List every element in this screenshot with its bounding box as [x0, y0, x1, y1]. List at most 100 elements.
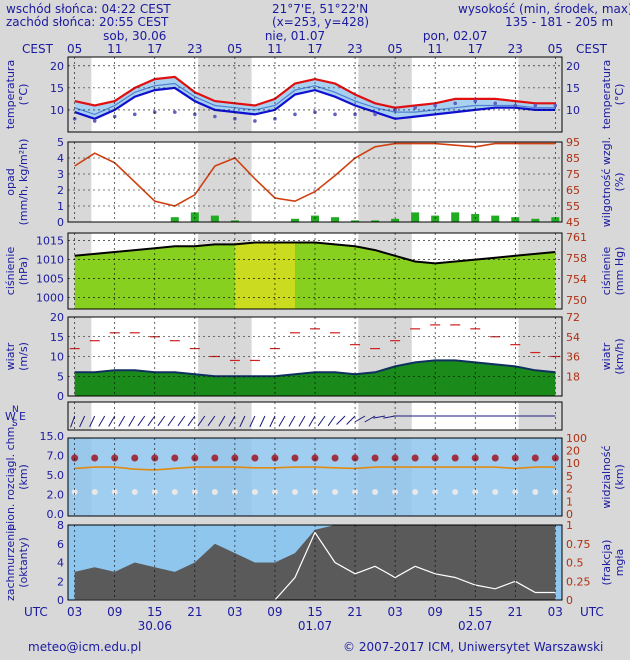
night-band [68, 57, 92, 132]
date-top-label: sob, 30.06 [103, 29, 166, 43]
precipitation-bar [331, 217, 340, 222]
compass-s: S [12, 419, 18, 429]
panel-border [67, 232, 563, 310]
precip-tick: 4 [57, 152, 64, 165]
cloud-top-dot [452, 489, 459, 495]
cloud-top-dot [392, 489, 399, 495]
humidity-tick: 65 [566, 184, 580, 197]
wind-direction-arrow [98, 415, 106, 427]
wind-direction-arrow [167, 415, 176, 427]
humidity-tick: 75 [566, 168, 580, 181]
wind-tick-right: 54 [566, 331, 580, 344]
hour-bottom-tick: 03 [67, 605, 82, 619]
cloud-top-dot [432, 489, 439, 495]
cloud-base-dot [251, 454, 259, 462]
cloud-depth-tick: 15.0 [40, 430, 65, 443]
night-band [358, 57, 412, 132]
pressure-tick-left: 1015 [36, 235, 64, 248]
wind-tick-left: 10 [50, 351, 64, 364]
cloud-base-dot [171, 454, 179, 462]
cloud-top-dot [171, 489, 178, 495]
precipitation-bar [391, 218, 400, 222]
dew-point-dot [533, 103, 538, 108]
panel-border [67, 524, 563, 601]
cloud-top-dot [312, 489, 318, 495]
compass-w: W [5, 410, 16, 423]
sunset-text: zachód słońca: 20:55 CEST [6, 15, 169, 29]
precipitation-bar [230, 220, 239, 222]
cloud-top-dot [271, 489, 278, 495]
hour-top-tick: 23 [508, 42, 523, 56]
timezone-top-right: CEST [576, 42, 608, 56]
temperature-right-label: temperatura(°C) [600, 60, 626, 129]
wind-direction-arrow [239, 415, 246, 428]
wind-direction-arrow [278, 415, 286, 427]
visibility-right-label: widzialność(km) [600, 445, 626, 508]
pressure-high-band [234, 242, 295, 309]
humidity-tick: 45 [566, 216, 580, 229]
date-bottom-label: 01.07 [298, 619, 332, 633]
contact-email[interactable]: meteo@icm.edu.pl [28, 640, 142, 654]
wind-direction-arrow [118, 415, 126, 427]
visibility-tick: 1 [566, 495, 573, 508]
dew-point-dot [453, 101, 457, 106]
precip-tick: 3 [57, 168, 64, 181]
dew-point-dot [473, 99, 478, 103]
precipitation-bar [290, 218, 299, 222]
cloud-depth-tick: 5.0 [47, 469, 65, 482]
temperature-tick-right: 10 [566, 104, 580, 117]
hour-top-tick: 17 [307, 42, 322, 56]
temperature-tick-left: 20 [50, 60, 64, 73]
wind-direction-arrow [79, 415, 86, 428]
pressure-tick-left: 1005 [36, 273, 64, 286]
height-values: 135 - 181 - 205 m [505, 15, 614, 29]
hour-top-tick: 17 [468, 42, 483, 56]
grid-text: (x=253, y=428) [272, 15, 370, 29]
cloud-base-dot [291, 454, 299, 462]
precip-tick: 5 [57, 136, 64, 149]
cloud-base-dot [531, 454, 539, 462]
wind-direction-arrow [228, 415, 236, 427]
fog-tick: 0.75 [566, 538, 591, 551]
humidity-line [74, 142, 556, 207]
wind-direction-arrow [308, 415, 316, 427]
timezone-top: CEST [22, 42, 54, 56]
wind-tick-left: 15 [50, 331, 64, 344]
date-top-label: pon, 02.07 [423, 29, 488, 43]
wind-direction-arrow [157, 415, 166, 427]
wind-direction-arrow [269, 415, 276, 428]
hour-bottom-tick: 03 [227, 605, 242, 619]
cloud-top-dot [251, 489, 258, 495]
wind-direction-arrow [364, 415, 376, 423]
wind-direction-arrow [346, 415, 356, 425]
coords-text: 21°7'E, 51°22'N [272, 2, 369, 16]
wind-direction-arrow [354, 415, 366, 423]
dew-point-dot [253, 119, 257, 123]
temperature-left-label: temperatura(°C) [4, 60, 30, 129]
cloud-base-dot [491, 454, 499, 462]
wind-direction-arrow [147, 415, 156, 427]
compass-e: E [19, 410, 26, 423]
dew-point-dot [92, 119, 97, 123]
wind-tick-left: 0 [57, 390, 64, 403]
hour-bottom-tick: 03 [387, 605, 402, 619]
pressure-right-label: ciśnienie(mm Hg) [600, 247, 626, 296]
cloud-base-dot [211, 454, 219, 462]
hour-top-tick: 23 [187, 42, 202, 56]
cloud-top-dot [472, 489, 479, 495]
dew-point-dot [553, 103, 558, 108]
wind-direction-arrow [373, 415, 386, 419]
cloud-top-dot [231, 489, 238, 495]
visibility-tick: 0 [566, 508, 573, 521]
cloud-top-dot [372, 489, 379, 495]
wind-tick-left: 5 [57, 370, 64, 383]
night-band [518, 57, 562, 132]
cloud-base-dot [91, 454, 99, 462]
date-top-label: nie, 01.07 [265, 29, 325, 43]
hour-top-tick: 05 [548, 42, 563, 56]
pressure-tick-left: 1010 [36, 254, 64, 267]
temperature-tick-right: 15 [566, 82, 580, 95]
cloud-top-dot [332, 489, 339, 495]
hour-bottom-tick: 09 [267, 605, 282, 619]
